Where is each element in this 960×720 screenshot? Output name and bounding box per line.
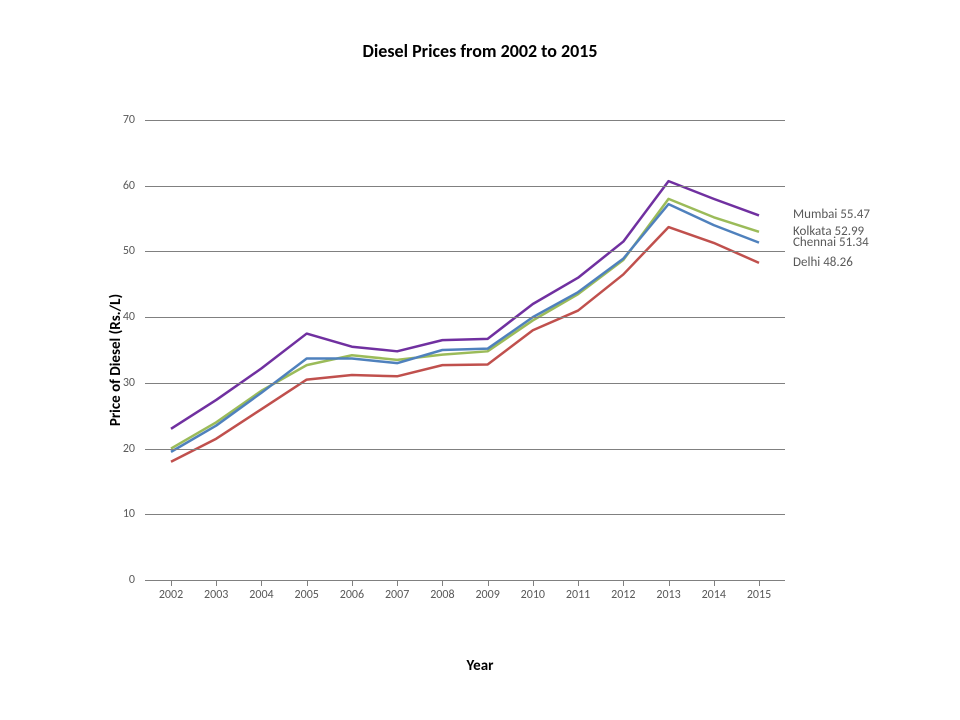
x-tick-mark — [488, 580, 489, 586]
chart-title: Diesel Prices from 2002 to 2015 — [0, 40, 960, 62]
x-tick-label: 2013 — [656, 588, 680, 602]
x-tick-label: 2011 — [566, 588, 590, 602]
gridline — [145, 120, 785, 121]
x-tick-mark — [669, 580, 670, 586]
x-tick-mark — [307, 580, 308, 586]
x-tick-label: 2015 — [747, 588, 771, 602]
series-line-chennai — [171, 204, 759, 452]
x-tick-mark — [171, 580, 172, 586]
gridline — [145, 580, 785, 581]
x-tick-label: 2004 — [249, 588, 273, 602]
y-tick-label: 20 — [105, 442, 135, 456]
x-tick-mark — [397, 580, 398, 586]
y-tick-label: 40 — [105, 310, 135, 324]
x-tick-mark — [442, 580, 443, 586]
chart-container: Diesel Prices from 2002 to 2015 Price of… — [0, 0, 960, 720]
gridline — [145, 383, 785, 384]
x-tick-mark — [216, 580, 217, 586]
x-tick-mark — [759, 580, 760, 586]
series-label-mumbai: Mumbai 55.47 — [793, 207, 870, 222]
x-tick-label: 2012 — [611, 588, 635, 602]
gridline — [145, 251, 785, 252]
x-tick-label: 2002 — [159, 588, 183, 602]
y-tick-label: 0 — [105, 573, 135, 587]
x-tick-label: 2005 — [295, 588, 319, 602]
x-tick-label: 2003 — [204, 588, 228, 602]
gridline — [145, 514, 785, 515]
x-tick-mark — [533, 580, 534, 586]
x-tick-label: 2007 — [385, 588, 409, 602]
x-tick-mark — [623, 580, 624, 586]
x-tick-label: 2008 — [430, 588, 454, 602]
series-label-chennai: Chennai 51.34 — [793, 235, 869, 250]
x-tick-mark — [578, 580, 579, 586]
x-tick-label: 2010 — [521, 588, 545, 602]
plot-area: 0102030405060702002200320042005200620072… — [145, 120, 785, 580]
x-tick-mark — [714, 580, 715, 586]
series-line-delhi — [171, 227, 759, 462]
x-tick-label: 2006 — [340, 588, 364, 602]
line-series-svg — [145, 120, 785, 580]
gridline — [145, 186, 785, 187]
series-label-delhi: Delhi 48.26 — [793, 255, 853, 270]
x-tick-label: 2009 — [475, 588, 499, 602]
y-tick-label: 50 — [105, 244, 135, 258]
y-tick-label: 30 — [105, 376, 135, 390]
y-tick-label: 60 — [105, 179, 135, 193]
y-tick-label: 10 — [105, 507, 135, 521]
y-tick-label: 70 — [105, 113, 135, 127]
x-tick-mark — [352, 580, 353, 586]
gridline — [145, 449, 785, 450]
x-tick-label: 2014 — [702, 588, 726, 602]
gridline — [145, 317, 785, 318]
x-tick-mark — [261, 580, 262, 586]
x-axis-label: Year — [0, 657, 960, 675]
